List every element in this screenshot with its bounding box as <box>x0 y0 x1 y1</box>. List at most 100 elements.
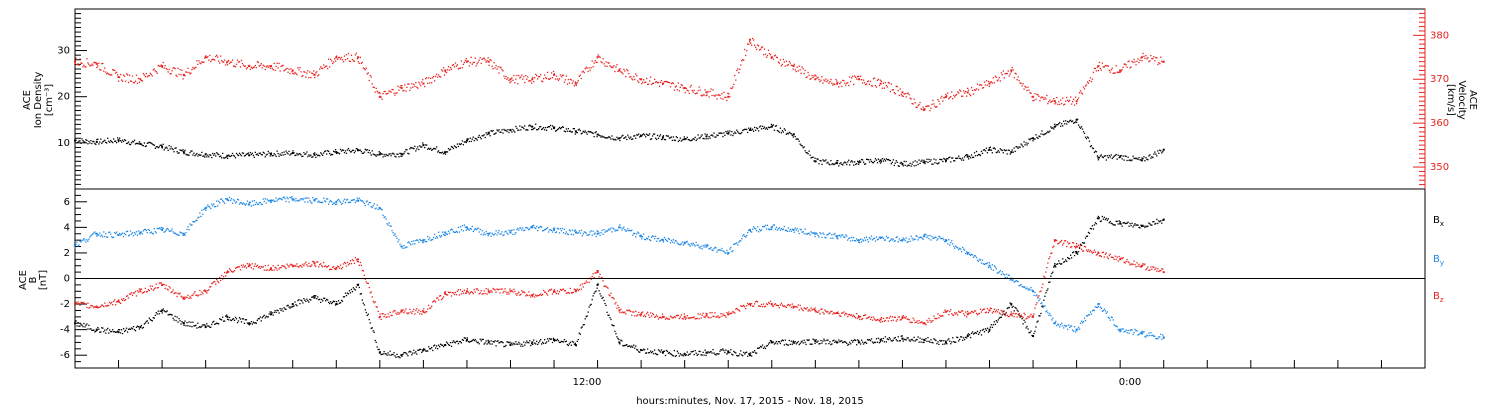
by-fill-point <box>1147 335 1149 337</box>
bx-fill-point <box>963 338 966 341</box>
by-fill-point <box>778 227 781 229</box>
bx-fill-point <box>829 341 831 343</box>
bz-fill-point <box>176 295 178 298</box>
bx-fill-point <box>1158 220 1160 222</box>
by-fill-point <box>641 238 643 240</box>
density-fill-point <box>789 132 791 134</box>
density-fill-point <box>786 132 788 134</box>
bx-fill-point <box>649 350 652 352</box>
by-fill-point <box>84 239 86 241</box>
by-fill-point <box>553 227 556 229</box>
by-fill-point <box>192 221 194 223</box>
bx-fill-point <box>873 341 876 344</box>
density-fill-point <box>926 158 928 160</box>
velocity-fill-point <box>452 63 455 66</box>
velocity-fill-point <box>394 94 396 96</box>
density-fill-point <box>155 146 157 148</box>
velocity-fill-point <box>977 89 980 91</box>
by-fill-point <box>718 249 720 251</box>
bx-sample-point <box>944 341 947 344</box>
bx-fill-point <box>77 321 79 324</box>
bx-sample-point <box>727 350 730 353</box>
bx-fill-point <box>848 343 850 345</box>
bx-fill-point <box>679 353 681 355</box>
bx-fill-point <box>456 340 459 343</box>
bx-fill-point <box>962 339 964 341</box>
velocity-fill-point <box>777 61 780 63</box>
by-fill-point <box>463 224 466 226</box>
by-fill-point <box>389 225 391 227</box>
velocity-fill-point <box>887 81 890 84</box>
by-fill-point <box>1068 326 1071 329</box>
density-fill-point <box>934 162 936 164</box>
by-fill-point <box>339 201 342 203</box>
by-fill-point <box>743 233 745 236</box>
by-fill-point <box>245 203 248 205</box>
by-fill-point <box>771 225 774 228</box>
bx-fill-point <box>133 329 136 331</box>
velocity-sample-point <box>1032 95 1035 98</box>
velocity-fill-point <box>475 65 477 67</box>
bx-fill-point <box>820 339 822 342</box>
bz-sample-point <box>1075 245 1078 248</box>
bx-fill-point <box>263 314 265 317</box>
density-fill-point <box>126 142 129 144</box>
density-fill-point <box>583 131 585 133</box>
by-fill-point <box>417 239 419 241</box>
velocity-sample-point <box>901 91 904 94</box>
velocity-fill-point <box>648 80 651 82</box>
bx-fill-point <box>499 341 501 344</box>
density-fill-point <box>656 134 659 137</box>
density-fill-point <box>257 154 259 157</box>
by-fill-point <box>567 233 570 236</box>
density-fill-point <box>1033 138 1035 140</box>
velocity-fill-point <box>896 86 898 88</box>
density-fill-point <box>1069 119 1072 121</box>
density-fill-point <box>419 145 421 147</box>
density-fill-point <box>1120 154 1122 157</box>
density-fill-point <box>270 152 272 154</box>
by-fill-point <box>291 196 293 198</box>
density-fill-point <box>623 137 625 139</box>
velocity-fill-point <box>719 94 721 97</box>
density-sample-point <box>1119 155 1122 158</box>
density-fill-point <box>889 159 891 162</box>
by-fill-point <box>380 208 382 210</box>
velocity-fill-point <box>961 95 963 97</box>
velocity-fill-point <box>640 78 642 81</box>
density-fill-point <box>857 163 860 166</box>
by-fill-point <box>1111 316 1113 319</box>
density-fill-point <box>604 137 606 139</box>
bx-fill-point <box>332 300 335 302</box>
density-fill-point <box>306 151 308 153</box>
bx-fill-point <box>576 340 578 343</box>
bx-fill-point <box>452 340 455 342</box>
by-fill-point <box>879 237 882 240</box>
bz-fill-point <box>195 294 197 296</box>
by-fill-point <box>1138 333 1140 336</box>
velocity-fill-point <box>278 62 280 65</box>
by-fill-point <box>588 233 590 236</box>
velocity-fill-point <box>386 93 388 95</box>
by-fill-point <box>862 240 865 242</box>
bx-fill-point <box>984 328 987 330</box>
density-fill-point <box>429 148 431 150</box>
velocity-fill-point <box>1079 90 1082 92</box>
by-fill-point <box>516 228 518 231</box>
by-fill-point <box>770 228 773 231</box>
by-fill-point <box>427 235 429 238</box>
density-fill-point <box>815 160 817 163</box>
bx-fill-point <box>610 318 612 321</box>
velocity-fill-point <box>803 72 805 75</box>
density-fill-point <box>220 155 222 157</box>
bx-fill-point <box>360 293 362 295</box>
by-fill-point <box>299 199 301 201</box>
velocity-fill-point <box>119 73 122 76</box>
bx-fill-point <box>886 338 889 340</box>
bx-fill-point <box>773 343 776 345</box>
density-fill-point <box>475 138 477 140</box>
by-fill-point <box>603 228 605 231</box>
density-fill-point <box>1150 157 1152 159</box>
bx-fill-point <box>182 322 184 324</box>
density-fill-point <box>640 134 642 136</box>
